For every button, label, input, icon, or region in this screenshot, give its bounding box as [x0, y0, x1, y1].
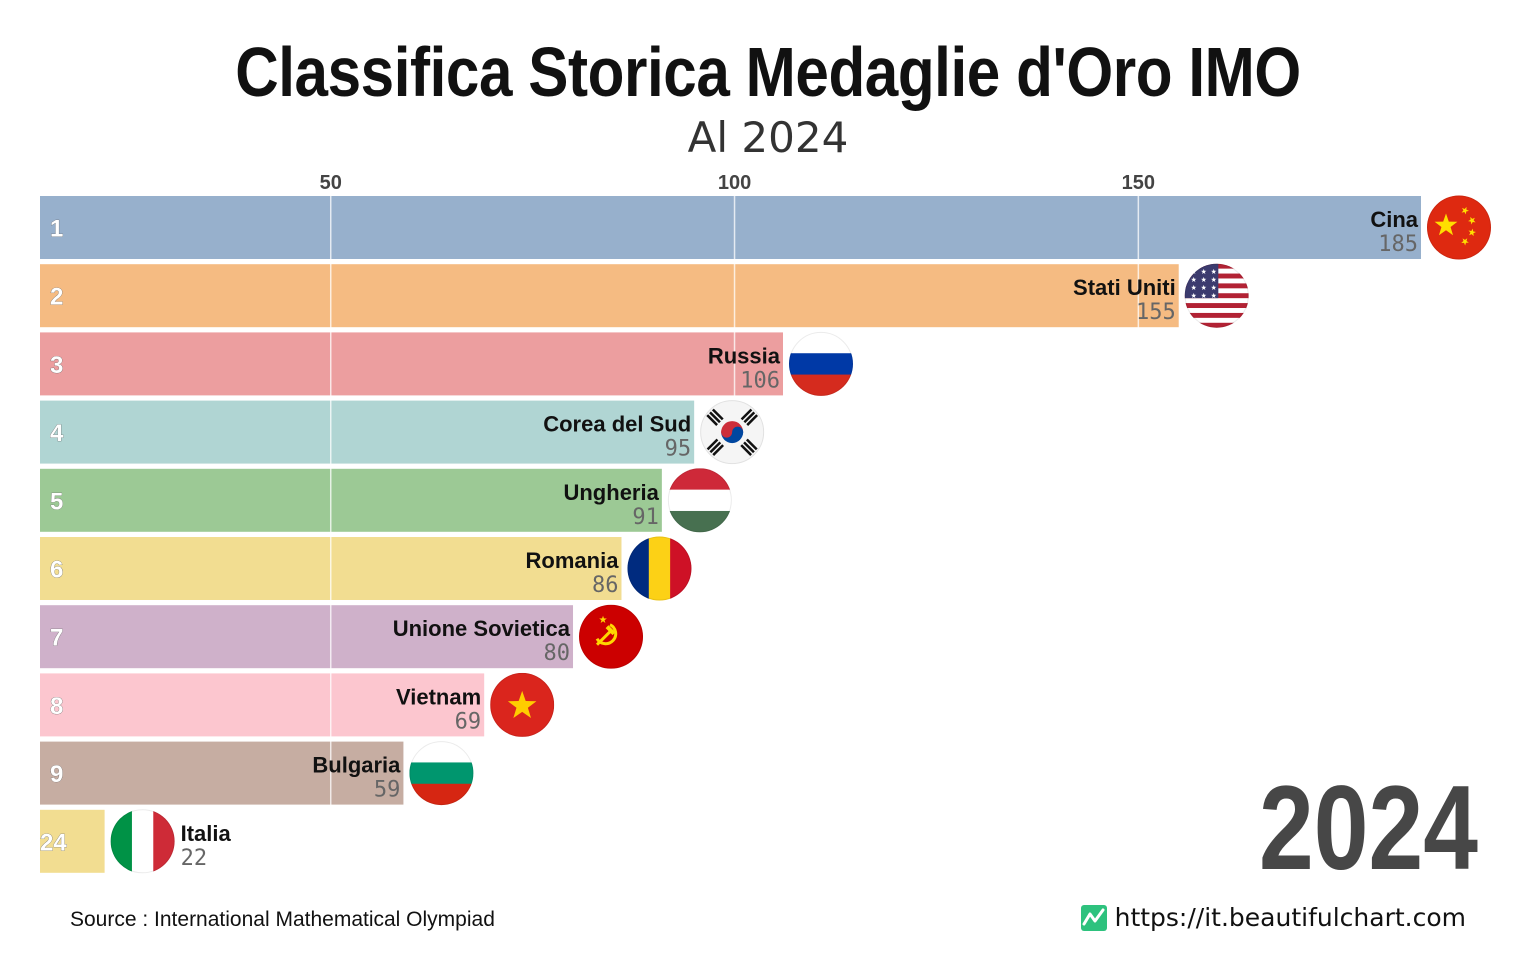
value-label: 155 [1136, 300, 1176, 325]
rank-label: 8 [50, 693, 63, 720]
category-label: Bulgaria [312, 753, 401, 778]
chart-logo-icon [1080, 904, 1107, 931]
bulgaria-flag [409, 741, 474, 806]
value-label: 91 [632, 505, 659, 530]
chart-subtitle: Al 2024 [687, 113, 849, 162]
rank-label: 7 [50, 625, 63, 652]
rank-label: 3 [50, 352, 63, 379]
value-label: 80 [544, 641, 571, 666]
x-tick-label: 50 [320, 172, 342, 194]
rank-label: 24 [40, 829, 67, 856]
category-label: Unione Sovietica [393, 616, 571, 641]
soviet-union-flag [579, 604, 644, 669]
russia-flag [788, 331, 853, 396]
source-note: Source : International Mathematical Olym… [70, 908, 495, 931]
x-tick-label: 100 [718, 172, 751, 194]
category-label: Stati Uniti [1073, 275, 1176, 300]
website-url[interactable]: https://it.beautifulchart.com [1114, 903, 1466, 932]
x-grid: 50 100 150 [320, 172, 1155, 874]
bar-10 [40, 809, 105, 873]
value-label: 69 [455, 709, 482, 734]
bar-5 [40, 468, 662, 532]
rank-label: 1 [50, 216, 63, 243]
value-label: 95 [665, 437, 692, 462]
category-label: Russia [708, 343, 781, 368]
bar-4 [40, 400, 695, 464]
bar-2 [40, 264, 1179, 328]
rank-label: 6 [50, 557, 63, 584]
x-tick-label: 150 [1122, 172, 1155, 194]
bar-9 [40, 741, 404, 805]
category-label: Corea del Sud [543, 412, 691, 437]
chart-title: Classifica Storica Medaglie d'Oro IMO [235, 33, 1301, 111]
vietnam-flag [490, 672, 555, 737]
category-label: Vietnam [396, 684, 481, 709]
value-label: 22 [181, 846, 208, 871]
value-label: 106 [740, 368, 780, 393]
category-label: Ungheria [563, 480, 659, 505]
south-korea-flag [700, 400, 765, 465]
bar-3 [40, 332, 783, 396]
bar-1 [40, 196, 1421, 259]
year-label: 2024 [1259, 761, 1478, 895]
website-link[interactable]: https://it.beautifulchart.com [1080, 903, 1466, 932]
hungary-flag [667, 468, 732, 533]
value-label: 59 [374, 778, 401, 803]
category-label: Romania [526, 548, 620, 573]
rank-label: 4 [50, 420, 64, 447]
rank-label: 2 [50, 284, 63, 311]
rank-label: 5 [50, 488, 63, 515]
usa-flag [1184, 263, 1249, 328]
bar-7 [40, 605, 574, 669]
category-label: Italia [181, 821, 232, 846]
value-label: 185 [1378, 232, 1418, 257]
italy-flag [110, 809, 175, 874]
bar-8 [40, 673, 485, 737]
category-label: Cina [1370, 207, 1418, 232]
romania-flag [627, 536, 692, 601]
rank-label: 9 [50, 761, 63, 788]
china-flag [1427, 195, 1491, 260]
value-label: 86 [592, 573, 619, 598]
